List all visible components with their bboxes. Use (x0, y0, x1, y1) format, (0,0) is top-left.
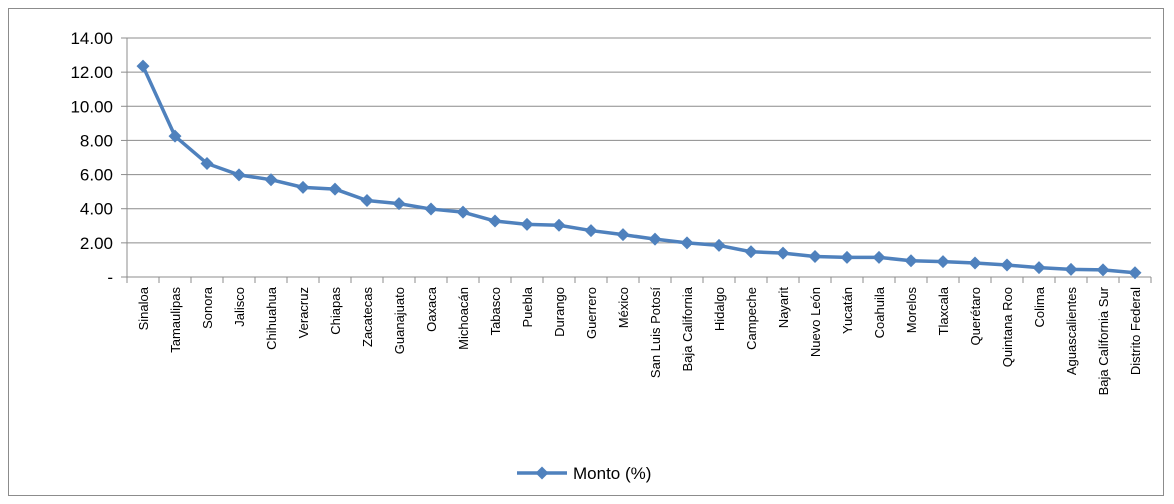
data-point-marker (648, 232, 662, 246)
data-point-marker (840, 250, 854, 264)
data-point-marker (1128, 266, 1142, 280)
x-tick-label: Nuevo León (808, 287, 823, 357)
data-point-marker (264, 173, 278, 187)
data-point-marker (680, 236, 694, 250)
data-point-marker (200, 156, 214, 170)
x-tick-label: Sinaloa (136, 286, 151, 330)
legend: Monto (%) (517, 464, 651, 483)
x-tick-label: Michoacán (456, 287, 471, 350)
x-tick-label: Tabasco (488, 287, 503, 335)
data-point-marker (1000, 258, 1014, 272)
data-point-marker (520, 217, 534, 231)
y-tick-label: 4.00 (80, 200, 113, 219)
y-tick-label: 6.00 (80, 166, 113, 185)
x-tick-label: Tlaxcala (936, 286, 951, 335)
x-tick-label: Baja California Sur (1096, 286, 1111, 395)
x-tick-label: Hidalgo (712, 287, 727, 331)
legend-label: Monto (%) (573, 464, 651, 483)
series-line (141, 65, 1136, 275)
x-tick-label: Campeche (744, 287, 759, 350)
x-tick-label: Guanajuato (392, 287, 407, 354)
series (136, 59, 1142, 280)
x-tick-label: Querétaro (968, 287, 983, 346)
data-point-marker (712, 238, 726, 252)
y-tick-label: 2.00 (80, 234, 113, 253)
data-point-marker (552, 218, 566, 232)
gridlines (127, 37, 1151, 278)
data-point-marker (456, 205, 470, 219)
data-point-marker (904, 254, 918, 268)
data-point-marker (1032, 261, 1046, 275)
y-tick-label: 10.00 (70, 97, 113, 116)
data-point-marker (744, 245, 758, 259)
x-tick-label: Chihuahua (264, 286, 279, 350)
data-point-marker (296, 180, 310, 194)
data-point-marker (808, 250, 822, 264)
x-tick-label: Oaxaca (424, 286, 439, 332)
data-point-marker (392, 197, 406, 211)
x-tick-label: Zacatecas (360, 287, 375, 347)
data-point-marker (136, 59, 150, 73)
chart-frame: - 2.00 4.00 6.00 8.00 10.00 12.00 14.00 Sinaloa… (8, 8, 1164, 496)
data-point-marker (1096, 263, 1110, 277)
data-point-marker (360, 194, 374, 208)
x-tick-label: Aguascalientes (1064, 287, 1079, 376)
x-tick-label: Durango (552, 287, 567, 337)
x-tick-label: Tamaulipas (168, 287, 183, 353)
x-axis: Sinaloa Tamaulipas Sonora Jalisco Chihuahua V… (126, 277, 1152, 395)
data-point-marker (1064, 262, 1078, 276)
x-tick-label: Baja California (680, 286, 695, 371)
x-tick-label: México (616, 287, 631, 328)
data-point-marker (776, 246, 790, 260)
data-point-marker (584, 224, 598, 238)
data-point-marker (328, 182, 342, 196)
x-tick-label: Distrito Federal (1128, 287, 1143, 375)
data-point-marker (232, 168, 246, 182)
y-tick-label: 12.00 (70, 63, 113, 82)
x-tick-label: Yucatán (840, 287, 855, 334)
data-point-marker (488, 214, 502, 228)
x-tick-label: Chiapas (328, 287, 343, 335)
y-axis: - 2.00 4.00 6.00 8.00 10.00 12.00 14.00 (70, 29, 128, 287)
x-tick-label: Guerrero (584, 287, 599, 339)
x-tick-label: Veracruz (296, 287, 311, 338)
line-chart: - 2.00 4.00 6.00 8.00 10.00 12.00 14.00 Sinaloa… (70, 29, 1152, 483)
x-tick-label: Nayarit (776, 287, 791, 329)
data-point-marker (968, 256, 982, 270)
data-point-marker (616, 228, 630, 242)
data-point-marker (168, 129, 182, 143)
data-point-marker (424, 202, 438, 216)
x-tick-label: Quintana Roo (1000, 287, 1015, 367)
x-tick-label: San Luis Potosí (648, 287, 663, 378)
x-tick-label: Jalisco (232, 287, 247, 327)
x-tick-label: Morelos (904, 287, 919, 334)
legend-marker (535, 466, 549, 480)
y-tick-label: 8.00 (80, 131, 113, 150)
x-tick-label: Puebla (520, 286, 535, 327)
data-point-marker (872, 250, 886, 264)
x-tick-label: Sonora (200, 286, 215, 329)
y-tick-label: - (107, 268, 113, 287)
data-point-marker (936, 255, 950, 269)
x-tick-label: Coahuila (872, 286, 887, 338)
y-tick-label: 14.00 (70, 29, 113, 48)
x-tick-label: Colima (1032, 286, 1047, 327)
